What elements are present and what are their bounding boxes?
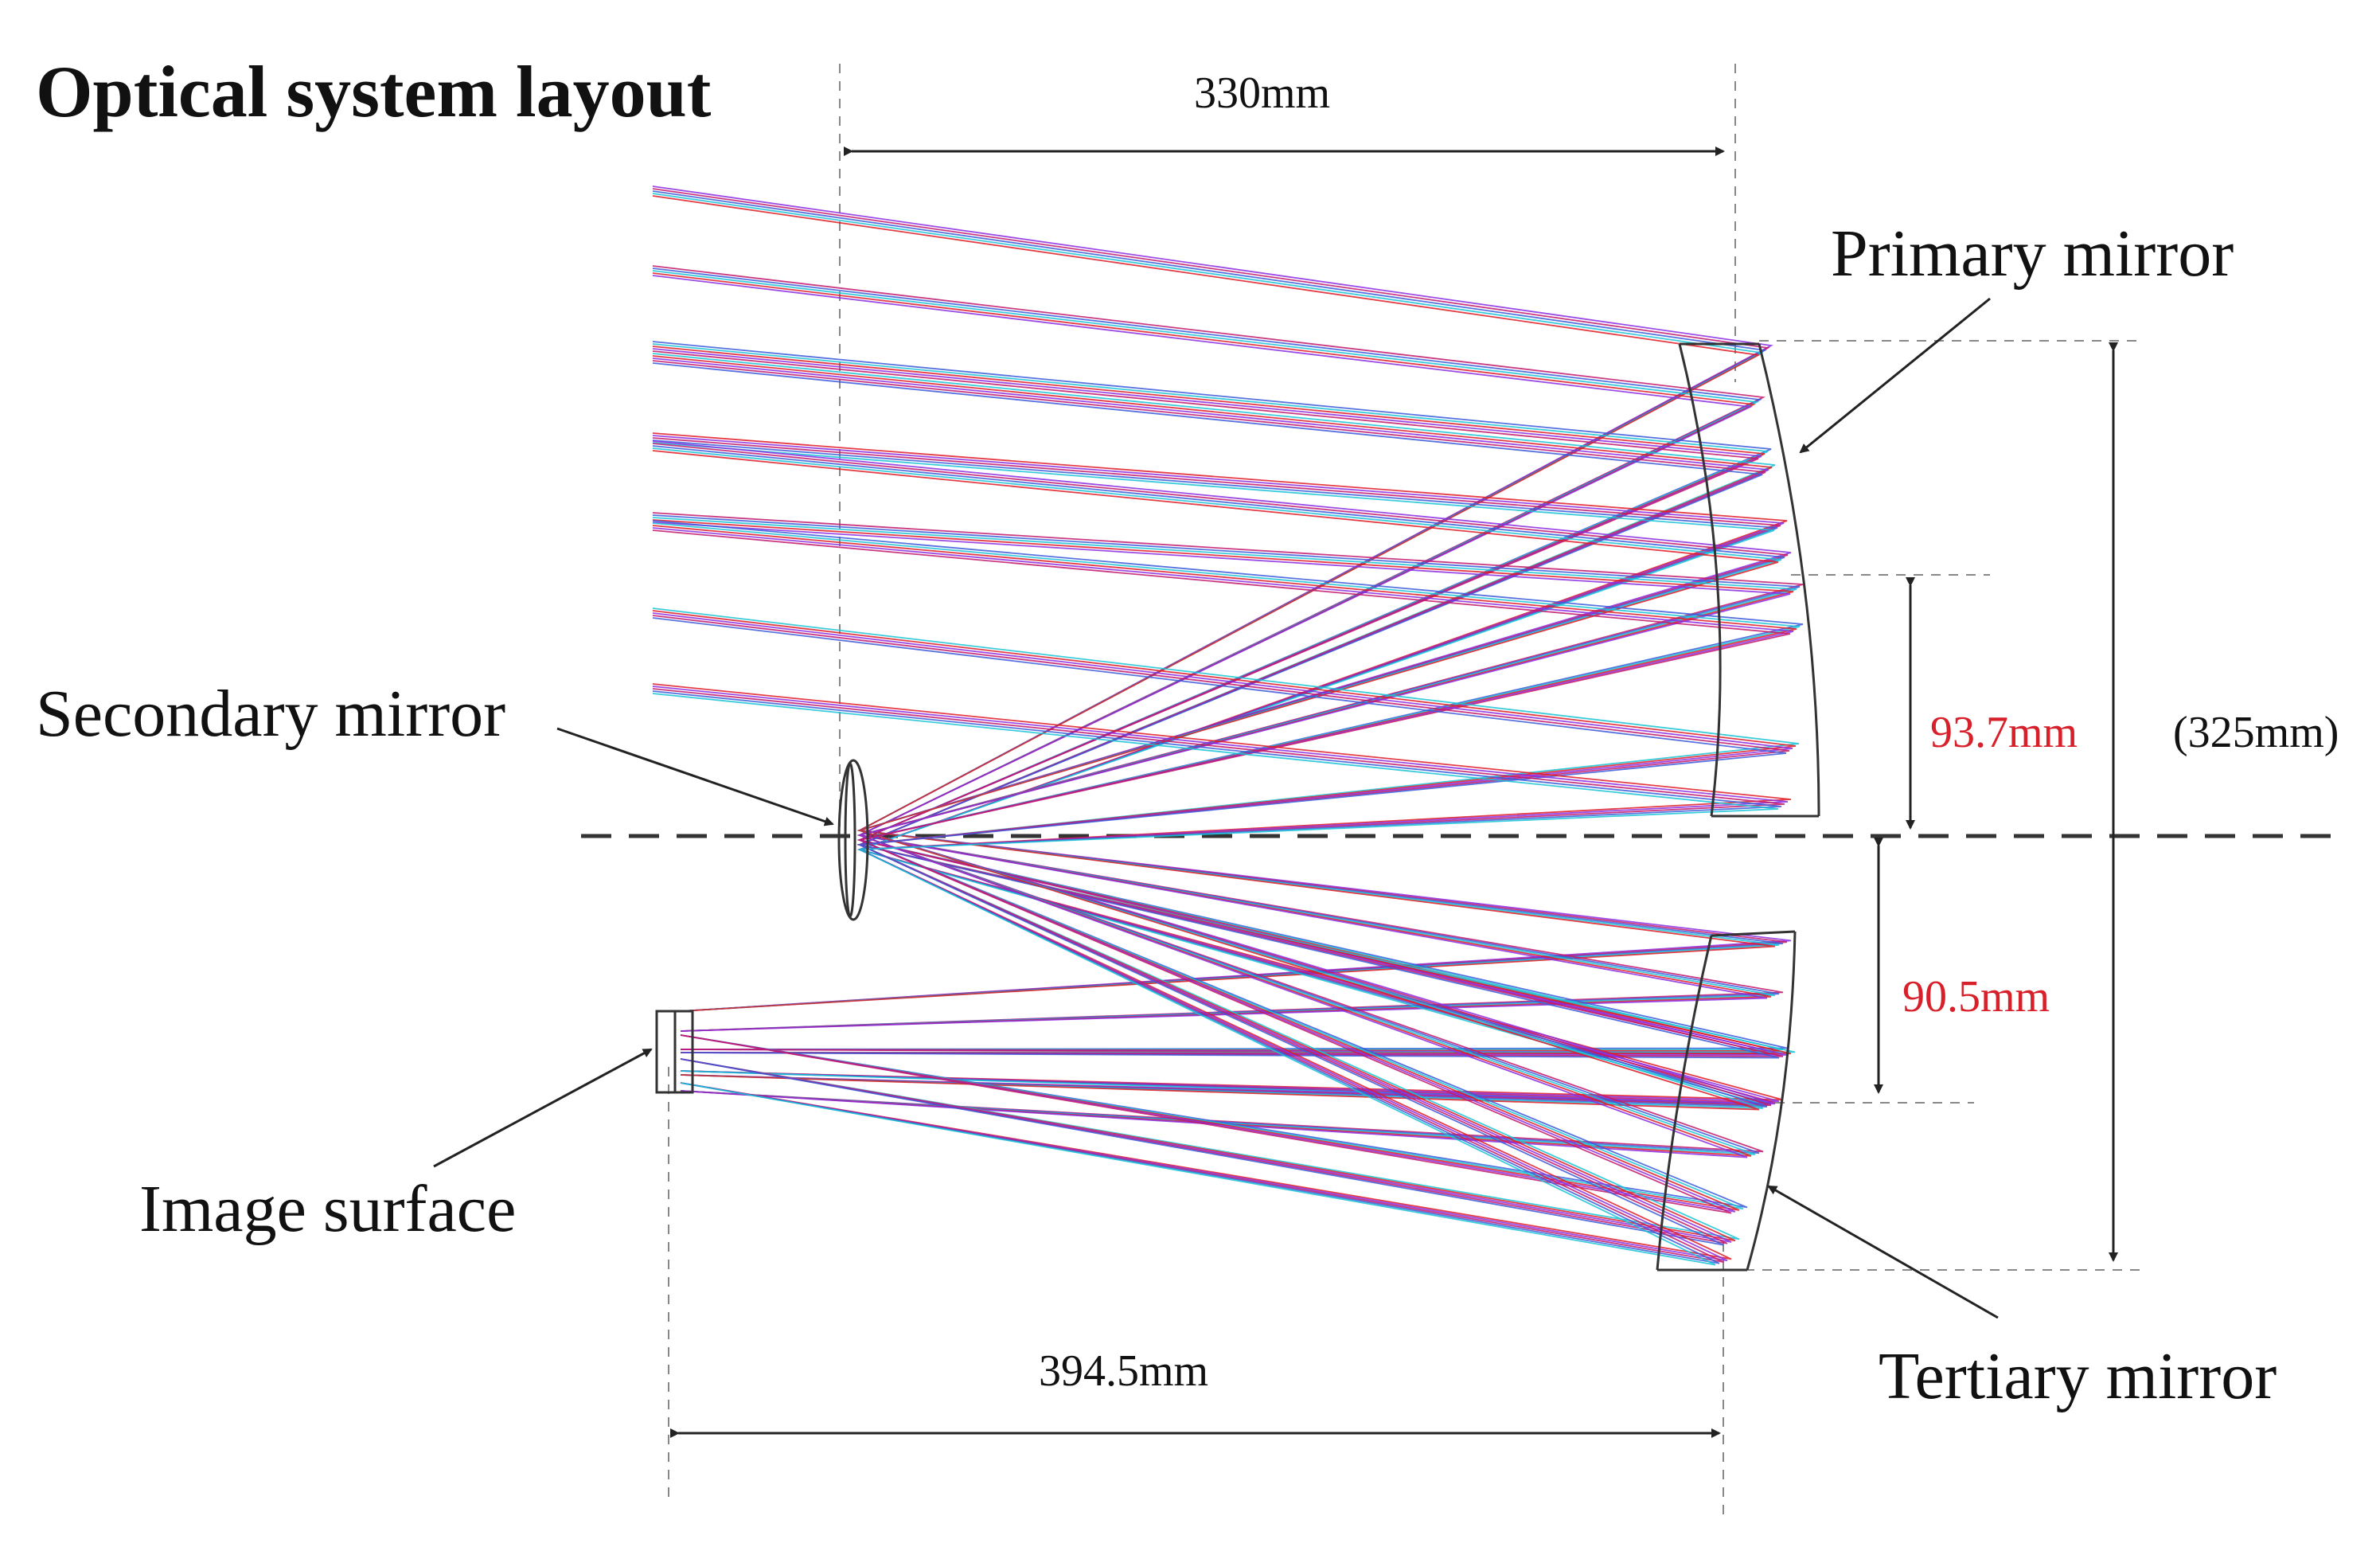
primary-pointer — [1799, 297, 1991, 454]
ray-46 — [652, 686, 1789, 1262]
dimension-330: 330mm — [1194, 68, 1331, 118]
ray-6 — [652, 268, 1780, 1032]
ray-traces — [652, 186, 1804, 1266]
primary-mirror-shape — [1678, 342, 1820, 818]
secondary-mirror-label: Secondary mirror — [36, 677, 506, 751]
ray-1 — [652, 188, 1788, 1012]
image-surface-shape — [655, 1010, 694, 1094]
ray-49 — [652, 693, 1779, 1266]
dimension-arrows — [670, 147, 2118, 1438]
ray-0 — [652, 186, 1792, 1012]
image-surface-label: Image surface — [139, 1172, 517, 1246]
ray-8 — [652, 272, 1772, 1032]
diagram-title: Optical system layout — [36, 51, 712, 132]
tertiary-mirror-shape — [1656, 930, 1797, 1272]
ray-4 — [652, 195, 1776, 1012]
tertiary-pointer — [1767, 1185, 1999, 1319]
ray-7 — [652, 270, 1776, 1032]
ray-29 — [652, 450, 1779, 1111]
pointer-arrows — [433, 297, 1999, 1319]
ray-2 — [652, 190, 1784, 1012]
secondary-pointer — [556, 727, 834, 826]
dimension-394: 394.5mm — [1039, 1346, 1209, 1396]
primary-mirror-label: Primary mirror — [1831, 217, 2234, 291]
dimension-90-5: 90.5mm — [1902, 972, 2050, 1022]
ray-3 — [652, 193, 1780, 1012]
dimension-325: (325mm) — [2173, 708, 2339, 757]
image-pointer — [433, 1048, 653, 1168]
tertiary-mirror-label: Tertiary mirror — [1879, 1339, 2277, 1413]
secondary-mirror-shape — [837, 759, 869, 921]
ray-44 — [652, 617, 1787, 1246]
ray-34 — [652, 522, 1791, 1158]
ray-39 — [652, 529, 1791, 1214]
dimension-93-7: 93.7mm — [1930, 708, 2078, 757]
